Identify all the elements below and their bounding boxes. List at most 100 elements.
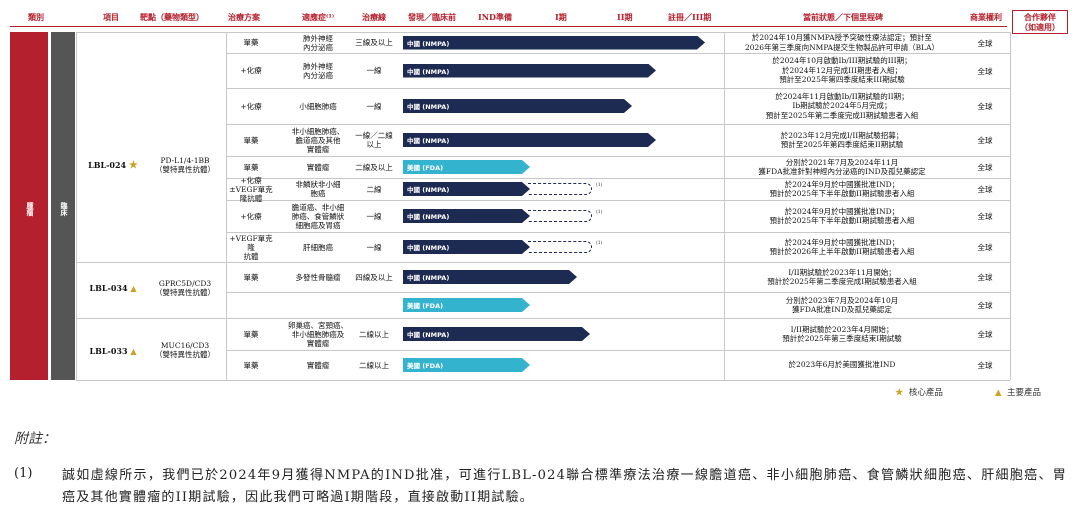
nmpa-progress-bar: 中國 (NMPA) (403, 240, 530, 254)
row-divider (724, 124, 1010, 125)
line-cell: 一線 (366, 211, 382, 221)
rights-cell: 全球 (977, 66, 993, 76)
nmpa-progress-bar: 中國 (NMPA) (403, 133, 656, 147)
header-item: 項目 (103, 12, 119, 22)
row-divider (724, 380, 1010, 381)
regimen-cell: +化療 (240, 66, 262, 75)
legend-core: ★ 核心產品 (895, 388, 943, 398)
fda-progress-bar: 美國 (FDA) (403, 358, 530, 372)
row-divider (226, 88, 724, 89)
row-divider (226, 350, 724, 351)
status-cell: I/II期試驗於2023年11月開始； 預計於2025年第二季度完成I期試驗患者… (767, 267, 917, 287)
product-lbl-034: LBL-034 ▲ (89, 282, 137, 293)
row-divider (724, 350, 1010, 351)
column-divider (226, 32, 227, 380)
header-phase1: I期 (555, 12, 567, 22)
line-cell: 二線以上 (359, 360, 389, 370)
row-divider (226, 380, 724, 381)
dashed-phase-skip (528, 183, 592, 195)
header-line: 治療線 (362, 12, 386, 22)
group-divider (76, 380, 226, 381)
regimen-cell: +化療 (240, 101, 262, 111)
key-product-triangle-icon: ▲ (130, 345, 137, 356)
core-product-star-icon: ★ (128, 159, 138, 171)
rights-cell: 全球 (977, 185, 993, 194)
rights-cell: 全球 (977, 38, 993, 48)
bar-label: 中國 (NMPA) (407, 103, 450, 111)
row-divider (724, 262, 1010, 263)
column-divider (724, 32, 725, 380)
rights-cell: 全球 (977, 102, 993, 111)
bar-label: 中國 (NMPA) (407, 213, 450, 221)
header-discovery: 發現／臨床前 (408, 12, 456, 22)
footnote-title: 附註： (14, 431, 56, 447)
status-cell: 於2024年10月獲NMPA授予突破性療法認定；預計至 2026年第三季度向NM… (744, 33, 939, 52)
footnote-marker: (1) (596, 210, 603, 215)
row-divider (226, 318, 724, 319)
header-target: 靶點（藥物類型） (140, 12, 204, 22)
row-divider (724, 53, 1010, 54)
row-divider (226, 178, 724, 179)
indication-cell: 非鱗狀非小細 胞癌 (295, 180, 341, 198)
nmpa-progress-bar: 中國 (NMPA) (403, 327, 590, 341)
fda-progress-bar: 美國 (FDA) (403, 160, 530, 174)
header-status: 當前狀態／下個里程碑 (803, 12, 883, 22)
regimen-cell: 單藥 (243, 38, 259, 47)
line-cell: 二線 (366, 184, 382, 194)
row-divider (724, 232, 1010, 233)
bar-label: 美國 (FDA) (407, 362, 444, 370)
bar-label: 中國 (NMPA) (407, 331, 450, 339)
stage-label: 臨床 (60, 202, 69, 216)
line-cell: 三線及以上 (355, 38, 393, 47)
target-lbl-034: GPRC5D/CD3 （雙特異性抗體） (155, 279, 215, 297)
row-divider (724, 156, 1010, 157)
status-cell: 於2023年12月完成I/II期試驗招募； 預計至2025年第四季度結束II期試… (780, 130, 904, 150)
rights-cell: 全球 (977, 273, 993, 282)
column-divider (76, 32, 77, 380)
regimen-cell: +化療 ±VEGF單克隆抗體 (229, 175, 273, 203)
row-divider (724, 178, 1010, 179)
header-category: 類別 (28, 12, 44, 22)
rights-cell: 全球 (977, 361, 993, 370)
indication-cell: 實體瘤 (306, 162, 330, 172)
column-divider (1010, 32, 1011, 380)
indication-cell: 小細胞肺癌 (299, 101, 337, 111)
row-divider (226, 200, 724, 201)
line-cell: 一線 (366, 66, 382, 75)
bar-label: 中國 (NMPA) (407, 186, 450, 194)
status-cell: I/II期試驗於2023年4月開始； 預計於2025年第三季度結束I期試驗 (782, 324, 902, 344)
group-divider (76, 32, 226, 33)
status-cell: 於2024年9月於中國獲批准IND； 預計於2025年下半年啟動II期試驗患者入… (769, 206, 915, 226)
footnote-number: (1) (14, 466, 33, 481)
header-regimen: 治療方案 (228, 12, 260, 22)
header-phase2: II期 (617, 12, 633, 22)
header-partner: 合作夥伴 （如適用） (1012, 10, 1068, 34)
bar-label: 中國 (NMPA) (407, 274, 450, 282)
nmpa-progress-bar: 中國 (NMPA) (403, 270, 577, 284)
dashed-phase-skip (528, 241, 592, 253)
regimen-cell: 單藥 (243, 162, 259, 172)
indication-cell: 肺外神經 內分泌癌 (303, 33, 333, 52)
bar-label: 美國 (FDA) (407, 302, 444, 310)
group-divider (76, 318, 226, 319)
line-cell: 一線 (366, 101, 382, 111)
target-lbl-033: MUC16/CD3 （雙特異性抗體） (155, 341, 215, 359)
regimen-cell: 單藥 (243, 329, 259, 339)
bar-label: 中國 (NMPA) (407, 244, 450, 252)
footnote-text: 誠如虛線所示，我們已於2024年9月獲得NMPA的IND批准，可進行LBL-02… (62, 468, 1067, 505)
key-product-triangle-icon: ▲ (130, 282, 137, 293)
row-divider (226, 124, 724, 125)
nmpa-progress-bar: 中國 (NMPA) (403, 182, 530, 196)
footnote-marker: (1) (596, 183, 603, 188)
rights-cell: 全球 (977, 243, 993, 252)
bar-label: 中國 (NMPA) (407, 137, 450, 145)
line-cell: 二線以上 (359, 329, 389, 339)
product-lbl-033: LBL-033 ▲ (89, 345, 137, 356)
header-rights: 商業權利 (970, 12, 1002, 22)
regimen-cell: 單藥 (243, 135, 259, 145)
row-divider (724, 88, 1010, 89)
dashed-phase-skip (528, 210, 592, 222)
header-divider (10, 26, 1007, 27)
status-cell: 於2024年9月於中國獲批准IND； 預計於2025年下半年啟動II期試驗患者入… (769, 179, 915, 199)
line-cell: 二線及以上 (355, 162, 393, 172)
